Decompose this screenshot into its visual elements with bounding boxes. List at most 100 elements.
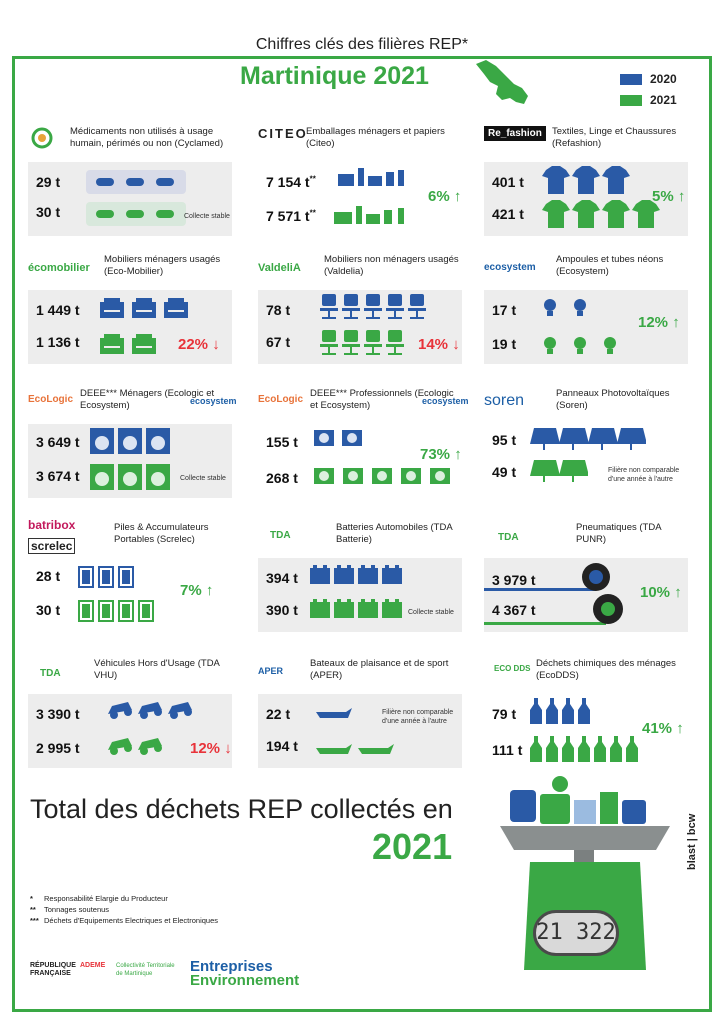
card-title: Pneumatiques (TDA PUNR) (576, 522, 662, 545)
comparability-note: Filière non comparable d'une année à l'a… (608, 467, 680, 483)
poster-frame (12, 56, 712, 1012)
tshirt-2021-icon (542, 200, 660, 228)
value-2020: 155 t (266, 434, 298, 450)
cyclamed-logo-icon (31, 127, 53, 149)
battery-2020-icon (78, 566, 134, 588)
value-2020: 3 979 t (492, 572, 536, 588)
soren-logo: soren (484, 392, 525, 409)
footnote: ** Tonnages soutenus (30, 905, 110, 914)
chemical-bottle-2020-icon (530, 698, 590, 724)
armchair-2020-icon (100, 298, 188, 318)
washing-machine-2020-icon (90, 428, 170, 454)
ecosystem-logo: ecosystem (190, 396, 237, 406)
change-pct: 14% ↓ (418, 336, 460, 353)
battery-2021-icon (78, 600, 154, 622)
change-pct: 6% ↑ (428, 188, 462, 205)
card-title: Ampoules et tubes néons (Ecosystem) (556, 254, 664, 277)
value-2020: 22 t (266, 706, 291, 722)
value-2020: 95 t (492, 432, 517, 448)
boat-2020-icon (316, 708, 352, 718)
ecologic-logo: EcoLogic (28, 394, 74, 405)
value-2021: 3 674 t (36, 468, 80, 484)
poster-header: Chiffres clés des filières REP* (0, 36, 724, 54)
value-2020: 78 t (266, 302, 291, 318)
tshirt-2020-icon (542, 166, 630, 194)
batribox-logo: batribox (28, 518, 76, 532)
card-title: Véhicules Hors d'Usage (TDA VHU) (94, 658, 220, 681)
bulb-2020-icon (544, 299, 586, 316)
card-title: Médicaments non utilisés à usage humain,… (70, 126, 224, 149)
ctm-logo: Collectivité Territoriale de Martinique (116, 963, 175, 977)
legend-2020: 2020 (620, 72, 677, 86)
tire-bar-2021-icon (484, 594, 623, 625)
total-year: 2021 (372, 826, 453, 867)
collecte-note: Collecte stable (180, 475, 226, 482)
card-title: Emballages ménagers et papiers (Citeo) (306, 126, 445, 149)
card-title: Bateaux de plaisance et de sport (APER) (310, 658, 449, 681)
citeo-logo: CITEO (258, 126, 308, 141)
collecte-note: Collecte stable (184, 213, 230, 220)
pill-pack-2021-icon (86, 202, 186, 226)
solar-panel-2021-icon (530, 460, 588, 482)
packaging-2021-icon (334, 206, 404, 224)
value-2021: 111 t (492, 742, 523, 758)
aper-logo: APER (258, 666, 284, 676)
ecomobilier-logo: écomobilier (28, 262, 90, 274)
martinique-map-icon (476, 60, 528, 104)
value-2021: 390 t (266, 602, 298, 618)
solar-panel-2020-icon (530, 428, 646, 450)
entreprises-environnement-logo: Entreprises Environnement (190, 958, 300, 989)
value-2021: 67 t (266, 334, 291, 350)
value-2021: 421 t (492, 206, 524, 222)
change-pct: 7% ↑ (180, 582, 214, 599)
car-battery-2020-icon (310, 565, 402, 584)
value-2020: 17 t (492, 302, 517, 318)
change-pct: 22% ↓ (178, 336, 220, 353)
value-2020: 28 t (36, 568, 61, 584)
value-2020: 401 t (492, 174, 524, 190)
value-2020: 3 649 t (36, 434, 80, 450)
footnotes: * Responsabilité Elargie du Producteur **… (30, 893, 218, 926)
bulb-2021-icon (544, 337, 616, 354)
valdelia-logo: ValdeliA (258, 262, 301, 274)
card-title: Piles & Accumulateurs Portables (Screlec… (114, 522, 209, 545)
value-2021: 7 571 t** (266, 208, 316, 224)
card-title: DEEE*** Professionnels (Ecologic et Ecos… (310, 388, 454, 411)
collecte-note: Collecte stable (408, 609, 454, 616)
value-2021: 194 t (266, 738, 298, 754)
tda-logo: TDA (40, 668, 61, 679)
office-chair-2021-icon (320, 330, 404, 355)
value-2021: 30 t (36, 602, 61, 618)
ecodds-logo: ECO DDS (494, 664, 531, 673)
value-2021: 19 t (492, 336, 517, 352)
tire-bar-2020-icon (484, 563, 610, 591)
change-pct: 10% ↑ (640, 584, 682, 601)
comparability-note: Filière non comparable d'une année à l'a… (382, 709, 454, 725)
value-2020: 29 t (36, 174, 61, 190)
value-2020: 79 t (492, 706, 517, 722)
office-chair-2020-icon (320, 294, 426, 319)
ademe-logo: ADEME (80, 962, 106, 969)
region-title: Martinique 2021 (240, 62, 429, 90)
fan-2021-icon (314, 468, 450, 484)
value-2021: 49 t (492, 464, 517, 480)
ecosystem-logo: ecosystem (484, 262, 536, 273)
scale-icon (500, 776, 670, 970)
tda-logo: TDA (498, 532, 519, 543)
card-title: Batteries Automobiles (TDA Batterie) (336, 522, 453, 545)
card-title: Panneaux Photovoltaïques (Soren) (556, 388, 670, 411)
value-2021: 30 t (36, 204, 61, 220)
car-wreck-2021-icon (108, 738, 162, 755)
value-2020: 3 390 t (36, 706, 80, 722)
pill-pack-2020-icon (86, 170, 186, 194)
value-2020: 1 449 t (36, 302, 80, 318)
value-2021: 1 136 t (36, 334, 80, 350)
washing-machine-2021-icon (90, 464, 170, 490)
card-title: Mobiliers ménagers usagés (Eco-Mobilier) (104, 254, 221, 277)
value-2021: 4 367 t (492, 602, 536, 618)
packaging-2020-icon (338, 168, 404, 186)
card-title: DEEE*** Ménagers (Ecologic et Ecosystem) (80, 388, 215, 411)
value-2021: 268 t (266, 470, 298, 486)
republique-francaise-logo: RÉPUBLIQUE FRANÇAISE (30, 962, 76, 977)
change-pct: 5% ↑ (652, 188, 686, 205)
